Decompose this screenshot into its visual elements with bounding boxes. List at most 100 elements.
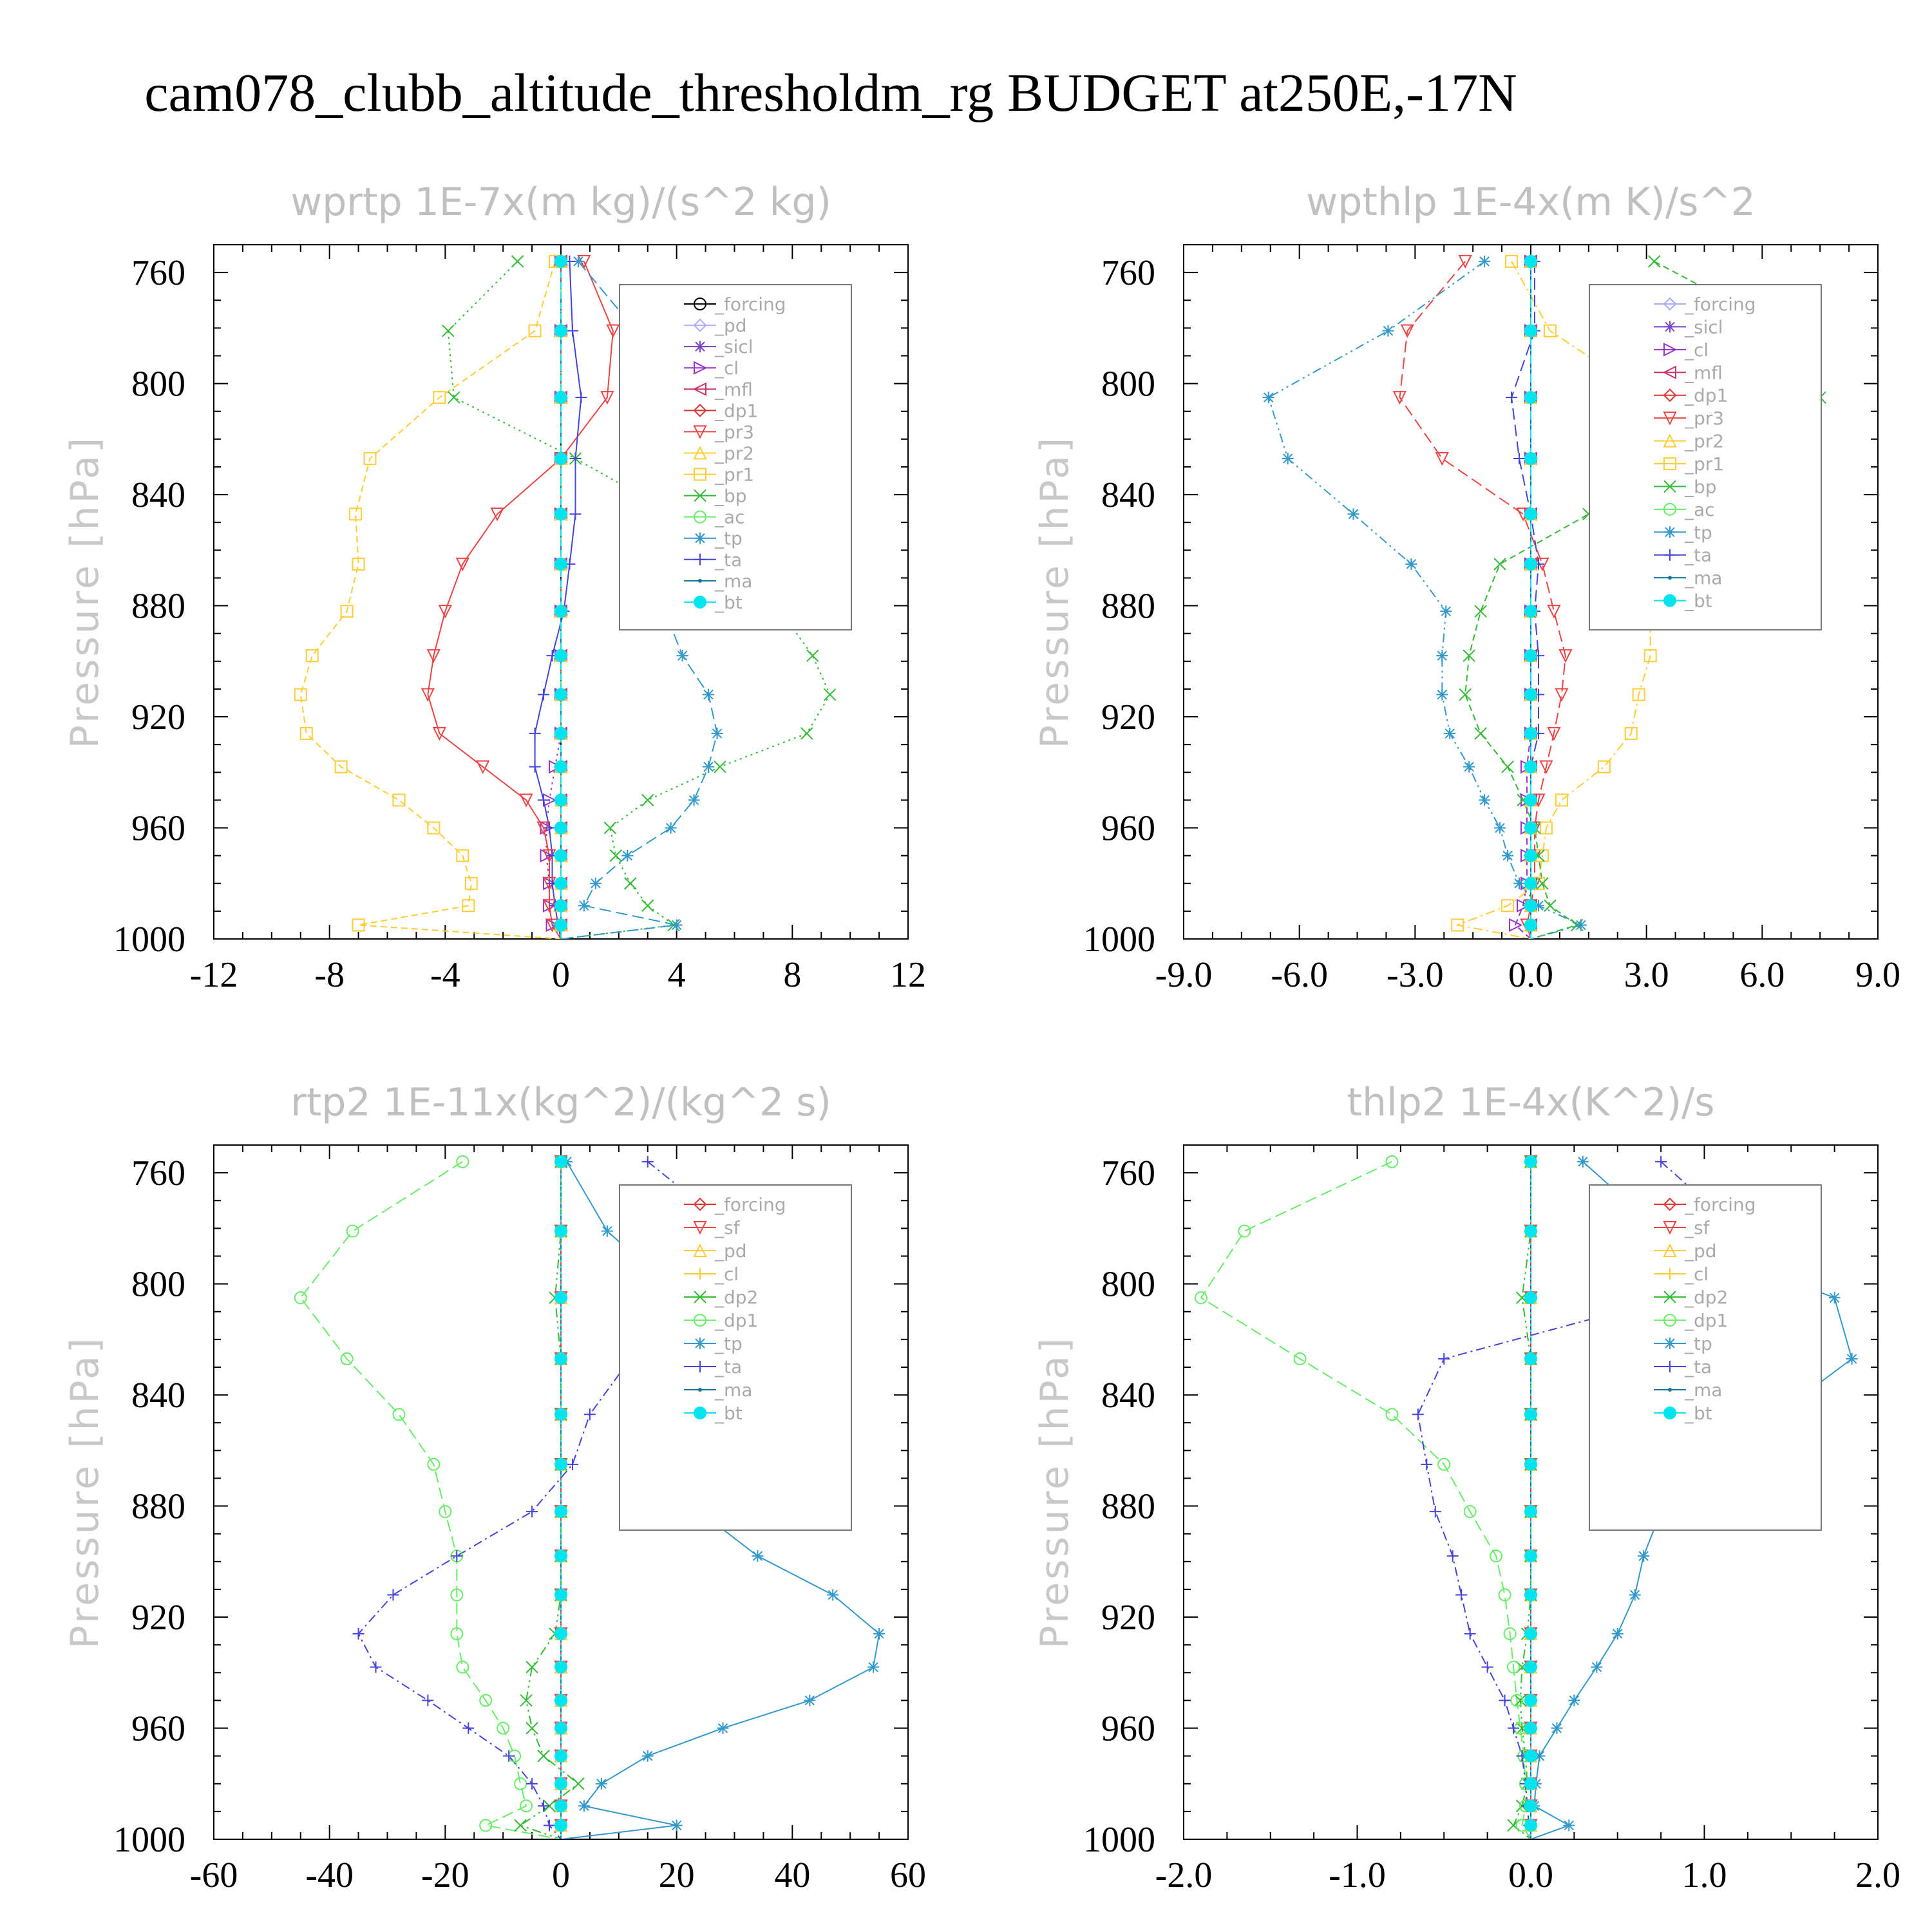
legend-entry: _sicl	[1654, 316, 1723, 337]
legend-entry: _forcing	[1654, 1194, 1756, 1215]
data-point	[456, 1155, 469, 1168]
legend-label: _bt	[1684, 591, 1712, 612]
data-point	[1509, 918, 1523, 933]
legend-box	[1589, 284, 1822, 630]
data-point	[606, 324, 620, 338]
data-point	[1524, 849, 1537, 862]
data-point	[1514, 1694, 1527, 1707]
legend-entry: _dp1	[684, 400, 758, 421]
y-tick-label: 920	[1101, 697, 1155, 737]
legend-label: _mfl	[714, 379, 753, 400]
data-point	[688, 794, 700, 806]
legend-entry: _ta	[1654, 1356, 1712, 1378]
series-line-pr3	[427, 261, 614, 939]
x-tick-label: 6.0	[1739, 955, 1785, 995]
data-point	[1524, 324, 1537, 337]
data-point	[426, 649, 440, 663]
legend-label: _tp	[714, 528, 743, 549]
data-point	[572, 1777, 585, 1790]
legend-entry: _pd	[684, 1240, 747, 1262]
legend-marker	[698, 1388, 702, 1392]
legend-label: _forcing	[1684, 1194, 1756, 1215]
data-point	[432, 726, 446, 741]
legend-marker	[1663, 1197, 1677, 1211]
series-line-dp1	[299, 1161, 562, 1839]
data-point	[572, 255, 584, 267]
y-tick-label: 960	[1101, 1709, 1155, 1749]
data-point	[526, 1660, 538, 1674]
data-point	[554, 688, 567, 701]
legend-label: _ma	[714, 571, 752, 592]
data-point	[554, 1660, 567, 1674]
data-point	[1412, 1408, 1424, 1421]
data-point	[1524, 1749, 1537, 1763]
legend-marker	[693, 318, 707, 332]
legend-entry: _pr2	[1654, 431, 1724, 452]
data-point	[451, 1550, 463, 1562]
data-point	[363, 452, 377, 466]
data-point	[1524, 452, 1537, 466]
data-point	[1392, 391, 1406, 405]
data-point	[1437, 1457, 1451, 1471]
data-point	[1539, 760, 1553, 774]
data-point	[1846, 1353, 1858, 1365]
legend-entry: _ac	[684, 507, 745, 528]
legend-label: _cl	[714, 357, 739, 379]
legend-entry: _pr1	[1654, 453, 1724, 475]
legend-marker	[694, 1291, 706, 1303]
data-point	[538, 1800, 550, 1812]
data-point	[554, 821, 567, 835]
data-point	[1632, 688, 1645, 701]
data-point	[1547, 605, 1561, 619]
data-point	[370, 1661, 382, 1673]
data-point	[554, 1291, 567, 1305]
data-point	[554, 649, 567, 663]
data-point	[1524, 1291, 1537, 1305]
data-point	[670, 919, 683, 931]
legend-label: _dp1	[1684, 385, 1728, 406]
legend-label: _sicl	[714, 336, 753, 357]
legend-label: _bt	[714, 1403, 743, 1424]
data-point	[519, 793, 533, 808]
panel-2: wpthlp 1E-4x(m K)/s^2 Pressure [hPa] -9.0 -…	[1032, 180, 1900, 995]
data-point	[1524, 1155, 1537, 1168]
x-tick-label: -20	[421, 1855, 469, 1895]
data-point	[703, 761, 715, 773]
series-line-pr3	[1399, 261, 1566, 939]
panel-title: wpthlp 1E-4x(m K)/s^2	[1306, 180, 1756, 225]
legend-entry: _ta	[1654, 545, 1712, 566]
data-point	[1293, 1352, 1307, 1366]
data-point	[1524, 1457, 1537, 1471]
legend-marker	[694, 510, 706, 524]
data-point	[824, 688, 837, 701]
x-tick-label: 0.0	[1508, 1855, 1553, 1895]
data-point	[1436, 650, 1448, 662]
legend: _forcing_pd_sicl_cl_mfl_dp1_pr3_pr2_pr1_…	[619, 284, 852, 630]
x-tick-label: 3.0	[1624, 955, 1669, 995]
data-point	[1544, 899, 1557, 912]
data-point	[1444, 727, 1456, 739]
data-point	[1555, 793, 1568, 807]
data-point	[1385, 1155, 1399, 1168]
y-tick-label: 960	[1101, 809, 1155, 849]
data-point	[1532, 900, 1544, 912]
data-point	[1499, 1694, 1511, 1707]
data-point	[1828, 1292, 1841, 1304]
data-point	[1446, 1550, 1459, 1562]
data-point	[450, 1627, 464, 1640]
data-point	[464, 876, 478, 890]
data-point	[1440, 605, 1452, 618]
data-point	[554, 760, 567, 773]
legend-marker	[1664, 549, 1676, 561]
legend-label: _ma	[1684, 567, 1722, 589]
data-point	[665, 822, 677, 834]
legend-entry: _cl	[1654, 339, 1709, 361]
data-point	[526, 1721, 538, 1735]
legend-entry: _pr3	[1654, 408, 1724, 429]
legend-label: _sf	[1684, 1217, 1710, 1238]
y-tick-label: 960	[131, 809, 185, 849]
series-points-pr3	[1392, 254, 1573, 933]
legend-label: _pr3	[1684, 408, 1724, 429]
data-point	[1524, 821, 1537, 835]
data-point	[711, 727, 723, 739]
